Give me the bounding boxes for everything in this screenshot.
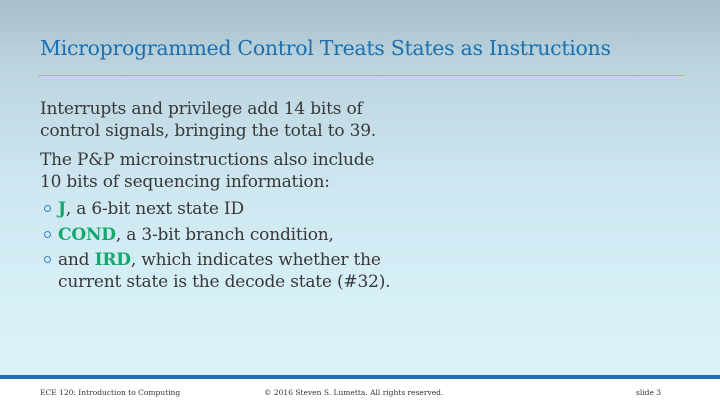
bullet-cond: COND, a 3-bit branch condition, xyxy=(40,225,680,247)
bullet-text: , which indicates whether the xyxy=(130,250,381,270)
bullet-list: J, a 6-bit next state ID COND, a 3-bit b… xyxy=(40,199,680,293)
bullet-j: J, a 6-bit next state ID xyxy=(40,199,680,221)
bullet-text-continued: current state is the decode state (#32). xyxy=(58,271,391,292)
paragraph-line: The P&P microinstructions also include xyxy=(40,150,375,170)
paragraph-line: 10 bits of sequencing information: xyxy=(40,171,330,192)
slide-body: Interrupts and privilege add 14 bits of … xyxy=(40,99,680,297)
footer-accent-bar xyxy=(0,375,720,379)
footer-copyright: © 2016 Steven S. Lumetta. All rights res… xyxy=(264,388,444,397)
paragraph-line: Interrupts and privilege add 14 bits of xyxy=(40,99,363,119)
bullet-term: COND xyxy=(58,224,116,245)
paragraph-sequencing: The P&P microinstructions also include 1… xyxy=(40,150,680,193)
bullet-text: , a 3-bit branch condition, xyxy=(115,224,334,245)
footer-band xyxy=(0,375,720,405)
footer-course: ECE 120: Introduction to Computing xyxy=(40,388,181,397)
bullet-circle-icon xyxy=(44,205,51,212)
paragraph-line: control signals, bringing the total to 3… xyxy=(40,120,377,141)
bullet-prefix: and xyxy=(58,250,95,270)
slide-title: Microprogrammed Control Treats States as… xyxy=(40,36,611,60)
paragraph-interrupts: Interrupts and privilege add 14 bits of … xyxy=(40,99,680,142)
bullet-circle-icon xyxy=(44,230,51,238)
bullet-circle-icon xyxy=(44,256,51,263)
footer-slide-number: slide 3 xyxy=(636,388,662,397)
bullet-term: J xyxy=(58,199,66,219)
bullet-text: , a 6-bit next state ID xyxy=(65,199,244,219)
bullet-ird: and IRD, which indicates whether the cur… xyxy=(40,250,680,293)
bullet-term: IRD xyxy=(94,250,131,270)
title-divider xyxy=(38,75,684,76)
